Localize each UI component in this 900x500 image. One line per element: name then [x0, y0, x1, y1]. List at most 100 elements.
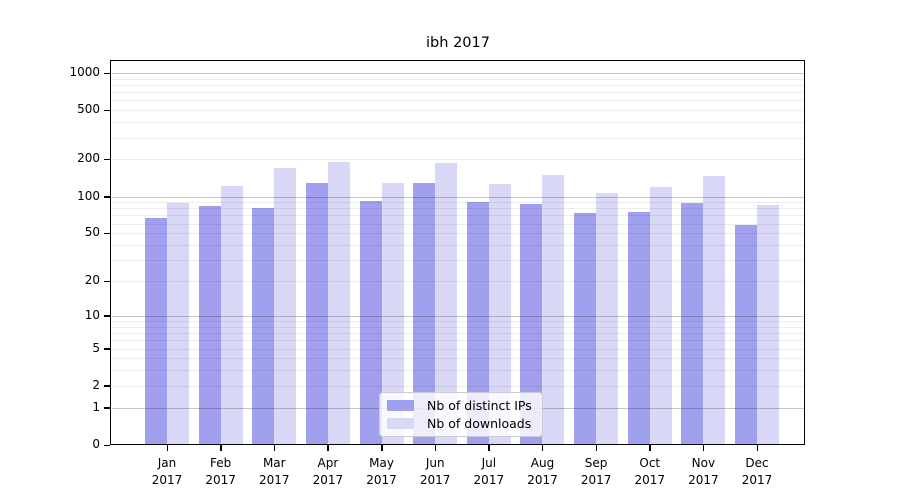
x-tick-oct: [649, 445, 651, 451]
bar-distinct-ips-jan: [145, 217, 167, 445]
bar-downloads-may: [381, 182, 404, 445]
y-tick-1: [104, 407, 110, 409]
gridline-minor-3: [112, 370, 804, 372]
gridline-minor-800: [112, 85, 804, 86]
x-tick-label-dec: Dec 2017: [741, 456, 773, 487]
x-tick-label-apr: Apr 2017: [312, 456, 344, 487]
bar-downloads-feb: [220, 185, 243, 445]
gridline-minor-500: [112, 110, 804, 112]
plot-frame: [110, 60, 805, 445]
bar-downloads-sep: [596, 192, 619, 445]
x-tick-label-may: May 2017: [366, 456, 397, 487]
bar-downloads-jun: [435, 162, 458, 445]
legend-item-distinct-ips: Nb of distinct IPs: [387, 398, 542, 413]
bar-downloads-oct: [649, 187, 672, 445]
y-tick-1000: [104, 72, 110, 74]
gridline-minor-40: [112, 245, 804, 247]
bar-downloads-dec: [757, 205, 780, 445]
x-tick-feb: [220, 445, 222, 451]
gridline-minor-5: [112, 348, 804, 350]
gridline-minor-90: [112, 202, 804, 204]
y-tick-label-0: 0: [92, 437, 100, 451]
x-tick-label-oct: Oct 2017: [634, 456, 666, 487]
y-tick-label-50: 50: [84, 225, 100, 240]
bar-distinct-ips-jun: [413, 183, 436, 445]
legend: Nb of distinct IPs Nb of downloads: [379, 392, 543, 437]
x-tick-may: [381, 445, 383, 451]
legend-item-downloads: Nb of downloads: [387, 416, 542, 431]
y-tick-200: [104, 158, 110, 161]
bar-distinct-ips-may: [359, 200, 382, 445]
x-tick-aug: [541, 445, 544, 451]
x-tick-label-jun: Jun 2017: [419, 456, 451, 487]
bar-downloads-mar: [274, 168, 297, 445]
bar-distinct-ips-jul: [466, 201, 489, 445]
x-tick-label-nov: Nov 2017: [688, 456, 719, 487]
gridline-minor-20: [112, 281, 804, 283]
legend-label-downloads: Nb of downloads: [427, 416, 532, 431]
x-tick-label-sep: Sep 2017: [580, 456, 612, 487]
y-tick-5: [104, 348, 110, 350]
y-tick-label-10: 10: [84, 307, 100, 322]
y-tick-50: [104, 232, 110, 235]
bar-downloads-nov: [703, 175, 726, 445]
gridline-minor-60: [112, 223, 804, 225]
gridline-minor-700: [112, 92, 804, 94]
gridline-minor-50: [112, 233, 804, 235]
gridline-minor-4: [112, 358, 804, 360]
x-tick-label-aug: Aug 2017: [527, 456, 558, 487]
y-tick-label-500: 500: [77, 102, 100, 117]
bar-distinct-ips-dec: [735, 225, 758, 445]
y-tick-label-5: 5: [92, 340, 100, 355]
gridline-minor-400: [112, 122, 804, 124]
x-tick-label-jan: Jan 2017: [151, 456, 183, 487]
x-tick-sep: [595, 445, 598, 451]
x-tick-mar: [273, 445, 276, 451]
gridline-minor-600: [112, 100, 804, 102]
gridline-minor-900: [112, 78, 804, 80]
y-tick-label-200: 200: [77, 151, 100, 166]
gridline-minor-8: [112, 326, 804, 328]
gridline-major-1000: [112, 73, 804, 74]
x-tick-jan: [166, 445, 168, 451]
gridline-major-100: [112, 196, 804, 198]
bar-distinct-ips-apr: [305, 183, 328, 445]
x-tick-dec: [756, 445, 759, 451]
gridline-minor-6: [112, 340, 804, 342]
y-tick-label-1000: 1000: [69, 65, 100, 79]
bar-downloads-aug: [542, 174, 565, 445]
bar-downloads-jul: [488, 184, 511, 445]
gridline-minor-9: [112, 321, 804, 323]
bar-distinct-ips-feb: [198, 205, 221, 445]
x-tick-apr: [327, 445, 329, 451]
x-tick-jul: [488, 445, 490, 451]
y-tick-100: [104, 196, 110, 198]
y-tick-label-20: 20: [84, 273, 100, 288]
gridline-minor-30: [112, 260, 804, 262]
y-tick-label-100: 100: [77, 188, 100, 203]
gridline-minor-2: [112, 385, 804, 387]
y-tick-500: [104, 109, 110, 112]
bar-distinct-ips-aug: [520, 203, 543, 445]
y-tick-2: [104, 385, 110, 387]
bar-distinct-ips-nov: [681, 203, 704, 445]
legend-label-distinct-ips: Nb of distinct IPs: [427, 398, 532, 413]
x-tick-label-mar: Mar 2017: [258, 456, 290, 487]
x-tick-nov: [702, 445, 705, 451]
gridline-minor-300: [112, 137, 804, 139]
legend-swatch-distinct-ips: [387, 400, 414, 411]
bar-downloads-jan: [167, 202, 189, 445]
chart-title: ibh 2017: [426, 35, 490, 51]
legend-swatch-downloads: [387, 418, 414, 429]
y-tick-10: [104, 315, 110, 317]
bar-downloads-apr: [327, 162, 350, 445]
y-tick-0: [104, 444, 110, 446]
bar-distinct-ips-sep: [574, 212, 597, 445]
gridline-major-10: [112, 315, 804, 317]
gridline-minor-80: [112, 208, 804, 210]
gridline-minor-200: [112, 159, 804, 161]
